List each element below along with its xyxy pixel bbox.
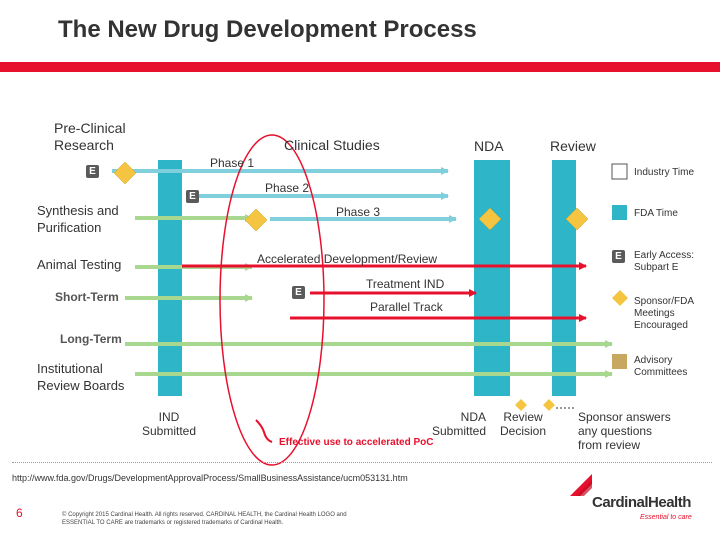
column-clinical: Clinical Studies [284,137,380,153]
row-short-term: Short-Term [55,290,119,304]
early-access-e-1: E [86,165,99,178]
milestone-ind: IND Submitted [142,410,197,438]
copyright-notice: © Copyright 2015 Cardinal Health. All ri… [62,512,347,526]
milestone-nda: NDA Submitted [431,410,486,438]
early-access-e-3: E [292,286,305,299]
column-review: Review [550,138,596,154]
label-treatment-ind: Treatment IND [366,277,445,291]
fda-bar-review [552,160,576,396]
legend-fda-box [612,205,627,220]
row-animal: Animal Testing [37,257,122,272]
cardinal-tagline: Essential to care [640,514,692,521]
highlight-ellipse [219,134,325,466]
page-number: 6 [16,506,23,520]
legend-meeting-diamond [612,290,628,306]
column-preclinical: Pre-Clinical Research [54,120,126,153]
meeting-diamond-2 [244,208,268,232]
header-bar [0,62,720,72]
label-parallel-track: Parallel Track [370,300,443,314]
footer-separator [12,462,712,463]
milestone-sponsor: Sponsor answers any questions from revie… [578,410,671,452]
label-phase1: Phase 1 [210,156,255,170]
fda-bar-ind [158,160,182,396]
legend-meetings-label: Sponsor/FDA Meetings Encouraged [634,296,695,331]
legend-early-access-label: Early Access: Subpart E [634,250,695,273]
meeting-diamond-4 [565,207,589,231]
fda-bar-nda [474,160,510,396]
source-url[interactable]: http://www.fda.gov/Drugs/DevelopmentAppr… [12,473,408,483]
row-long-term: Long-Term [60,332,122,346]
legend-fda-label: FDA Time [634,208,678,219]
effective-use-label: Effective use to accelerated PoC [279,437,434,448]
meeting-diamond-6 [543,399,555,411]
row-irb: Institutional Review Boards [37,361,125,393]
cardinal-logo-icon [570,474,592,496]
legend-industry-label: Industry Time [634,167,695,178]
legend-advisory-box [612,354,627,369]
column-nda: NDA [474,138,504,154]
cardinal-logo-text: CardinalHealth [592,494,691,511]
meeting-diamond-3 [478,207,502,231]
milestone-review-decision: Review Decision [500,410,547,438]
label-phase3: Phase 3 [336,205,381,219]
legend-e-box: E [612,250,625,263]
legend-industry-box [611,163,628,180]
early-access-e-2: E [186,190,199,203]
page-title: The New Drug Development Process [58,16,477,43]
row-synthesis: Synthesis and Purification [37,203,119,235]
meeting-diamond-1 [113,161,137,185]
meeting-diamond-5 [515,399,527,411]
effective-use-curve [255,419,273,443]
legend-advisory-label: Advisory Committees [634,355,688,378]
label-phase2: Phase 2 [265,181,310,195]
label-accelerated: Accelerated Development/Review [257,252,438,266]
